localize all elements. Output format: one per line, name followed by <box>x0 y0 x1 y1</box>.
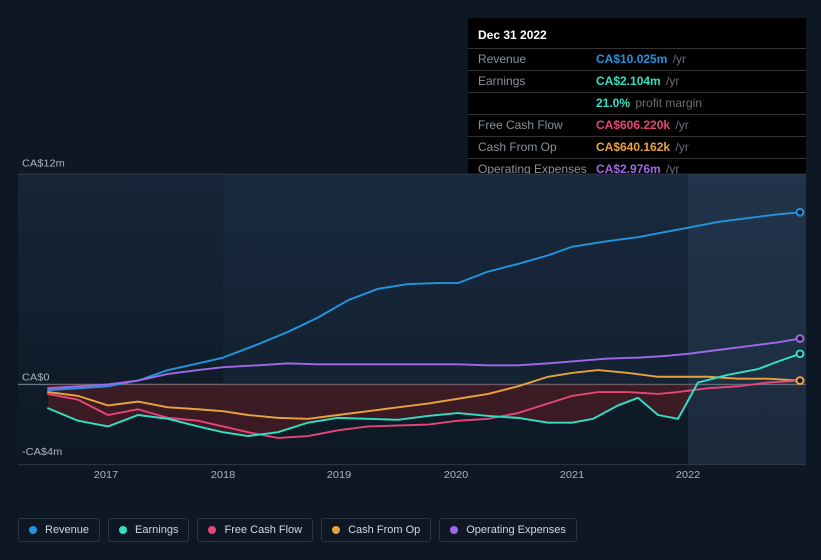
tooltip-row: 21.0% profit margin <box>468 93 806 115</box>
legend-label: Free Cash Flow <box>224 524 302 536</box>
tooltip-row-unit: /yr <box>672 118 689 132</box>
tooltip-row-value-wrap: CA$2.104m /yr <box>596 73 679 89</box>
legend-item-revenue[interactable]: Revenue <box>18 518 100 542</box>
legend-dot <box>29 526 37 534</box>
tooltip-row-label <box>478 95 596 111</box>
svg-text:CA$0: CA$0 <box>22 372 50 384</box>
svg-text:2020: 2020 <box>444 469 468 480</box>
legend-dot <box>332 526 340 534</box>
chart-legend: Revenue Earnings Free Cash Flow Cash From O… <box>18 518 577 542</box>
svg-text:2017: 2017 <box>94 469 118 480</box>
svg-text:2019: 2019 <box>327 469 351 480</box>
svg-text:-CA$4m: -CA$4m <box>22 446 62 458</box>
tooltip-row-unit: /yr <box>663 74 680 88</box>
tooltip-row-value: CA$2.104m <box>596 74 661 88</box>
tooltip-row-value-wrap: CA$640.162k /yr <box>596 139 689 155</box>
tooltip-row-label: Earnings <box>478 73 596 89</box>
legend-label: Earnings <box>135 524 178 536</box>
legend-label: Revenue <box>45 524 89 536</box>
tooltip-row-label: Revenue <box>478 51 596 67</box>
tooltip-row: Free Cash FlowCA$606.220k /yr <box>468 115 806 137</box>
tooltip-row-label: Free Cash Flow <box>478 117 596 133</box>
legend-dot <box>208 526 216 534</box>
svg-text:2022: 2022 <box>676 469 700 480</box>
svg-text:2021: 2021 <box>560 469 584 480</box>
tooltip-row-unit: /yr <box>669 52 686 66</box>
legend-dot <box>119 526 127 534</box>
legend-item-free-cash-flow[interactable]: Free Cash Flow <box>197 518 313 542</box>
legend-label: Cash From Op <box>348 524 420 536</box>
tooltip-row-unit: /yr <box>672 140 689 154</box>
tooltip-row-value-wrap: CA$10.025m /yr <box>596 51 686 67</box>
svg-text:2018: 2018 <box>211 469 235 480</box>
financial-chart: CA$12m CA$0 -CA$4m 2017 2018 2019 2020 2021 2022 <box>18 155 806 480</box>
tooltip-row-value-wrap: 21.0% profit margin <box>596 95 702 111</box>
tooltip-row-value: CA$10.025m <box>596 52 667 66</box>
tooltip-date: Dec 31 2022 <box>468 24 806 49</box>
svg-text:CA$12m: CA$12m <box>22 158 65 170</box>
tooltip-row-unit: profit margin <box>632 96 702 110</box>
legend-dot <box>450 526 458 534</box>
legend-label: Operating Expenses <box>466 524 566 536</box>
tooltip-row: EarningsCA$2.104m /yr <box>468 71 806 93</box>
tooltip-row: RevenueCA$10.025m /yr <box>468 49 806 71</box>
tooltip-row-value: 21.0% <box>596 96 630 110</box>
legend-item-cash-from-op[interactable]: Cash From Op <box>321 518 431 542</box>
tooltip-row-value: CA$640.162k <box>596 140 670 154</box>
tooltip-row-value-wrap: CA$606.220k /yr <box>596 117 689 133</box>
tooltip-row-value: CA$606.220k <box>596 118 670 132</box>
legend-item-earnings[interactable]: Earnings <box>108 518 189 542</box>
legend-item-operating-expenses[interactable]: Operating Expenses <box>439 518 577 542</box>
tooltip-row-label: Cash From Op <box>478 139 596 155</box>
